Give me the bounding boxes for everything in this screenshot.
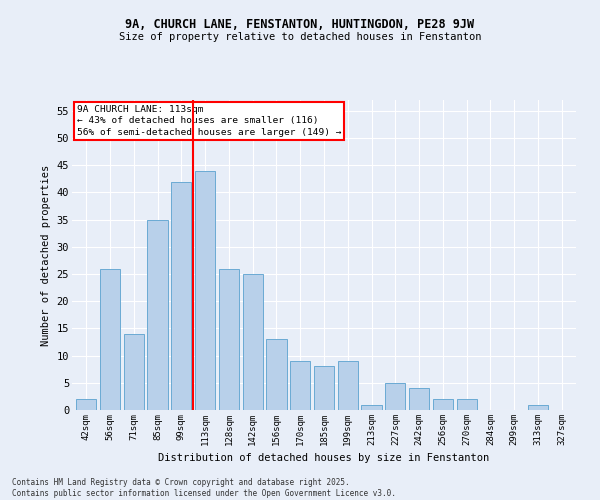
Y-axis label: Number of detached properties: Number of detached properties (41, 164, 51, 346)
Bar (433, 399, 453, 410)
Bar (290, 361, 310, 410)
Bar (457, 399, 477, 410)
Bar (266, 340, 287, 410)
Text: 9A CHURCH LANE: 113sqm
← 43% of detached houses are smaller (116)
56% of semi-de: 9A CHURCH LANE: 113sqm ← 43% of detached… (77, 104, 341, 137)
Bar (124, 334, 144, 410)
Bar (385, 383, 406, 410)
Bar (219, 268, 239, 410)
Bar (76, 399, 97, 410)
Text: 9A, CHURCH LANE, FENSTANTON, HUNTINGDON, PE28 9JW: 9A, CHURCH LANE, FENSTANTON, HUNTINGDON,… (125, 18, 475, 30)
Bar (148, 220, 167, 410)
Bar (409, 388, 429, 410)
Text: Contains HM Land Registry data © Crown copyright and database right 2025.
Contai: Contains HM Land Registry data © Crown c… (12, 478, 396, 498)
Bar (242, 274, 263, 410)
Bar (338, 361, 358, 410)
Bar (195, 170, 215, 410)
Bar (528, 404, 548, 410)
Bar (361, 404, 382, 410)
Text: Size of property relative to detached houses in Fenstanton: Size of property relative to detached ho… (119, 32, 481, 42)
Bar (314, 366, 334, 410)
Bar (100, 268, 120, 410)
Bar (171, 182, 191, 410)
X-axis label: Distribution of detached houses by size in Fenstanton: Distribution of detached houses by size … (158, 454, 490, 464)
